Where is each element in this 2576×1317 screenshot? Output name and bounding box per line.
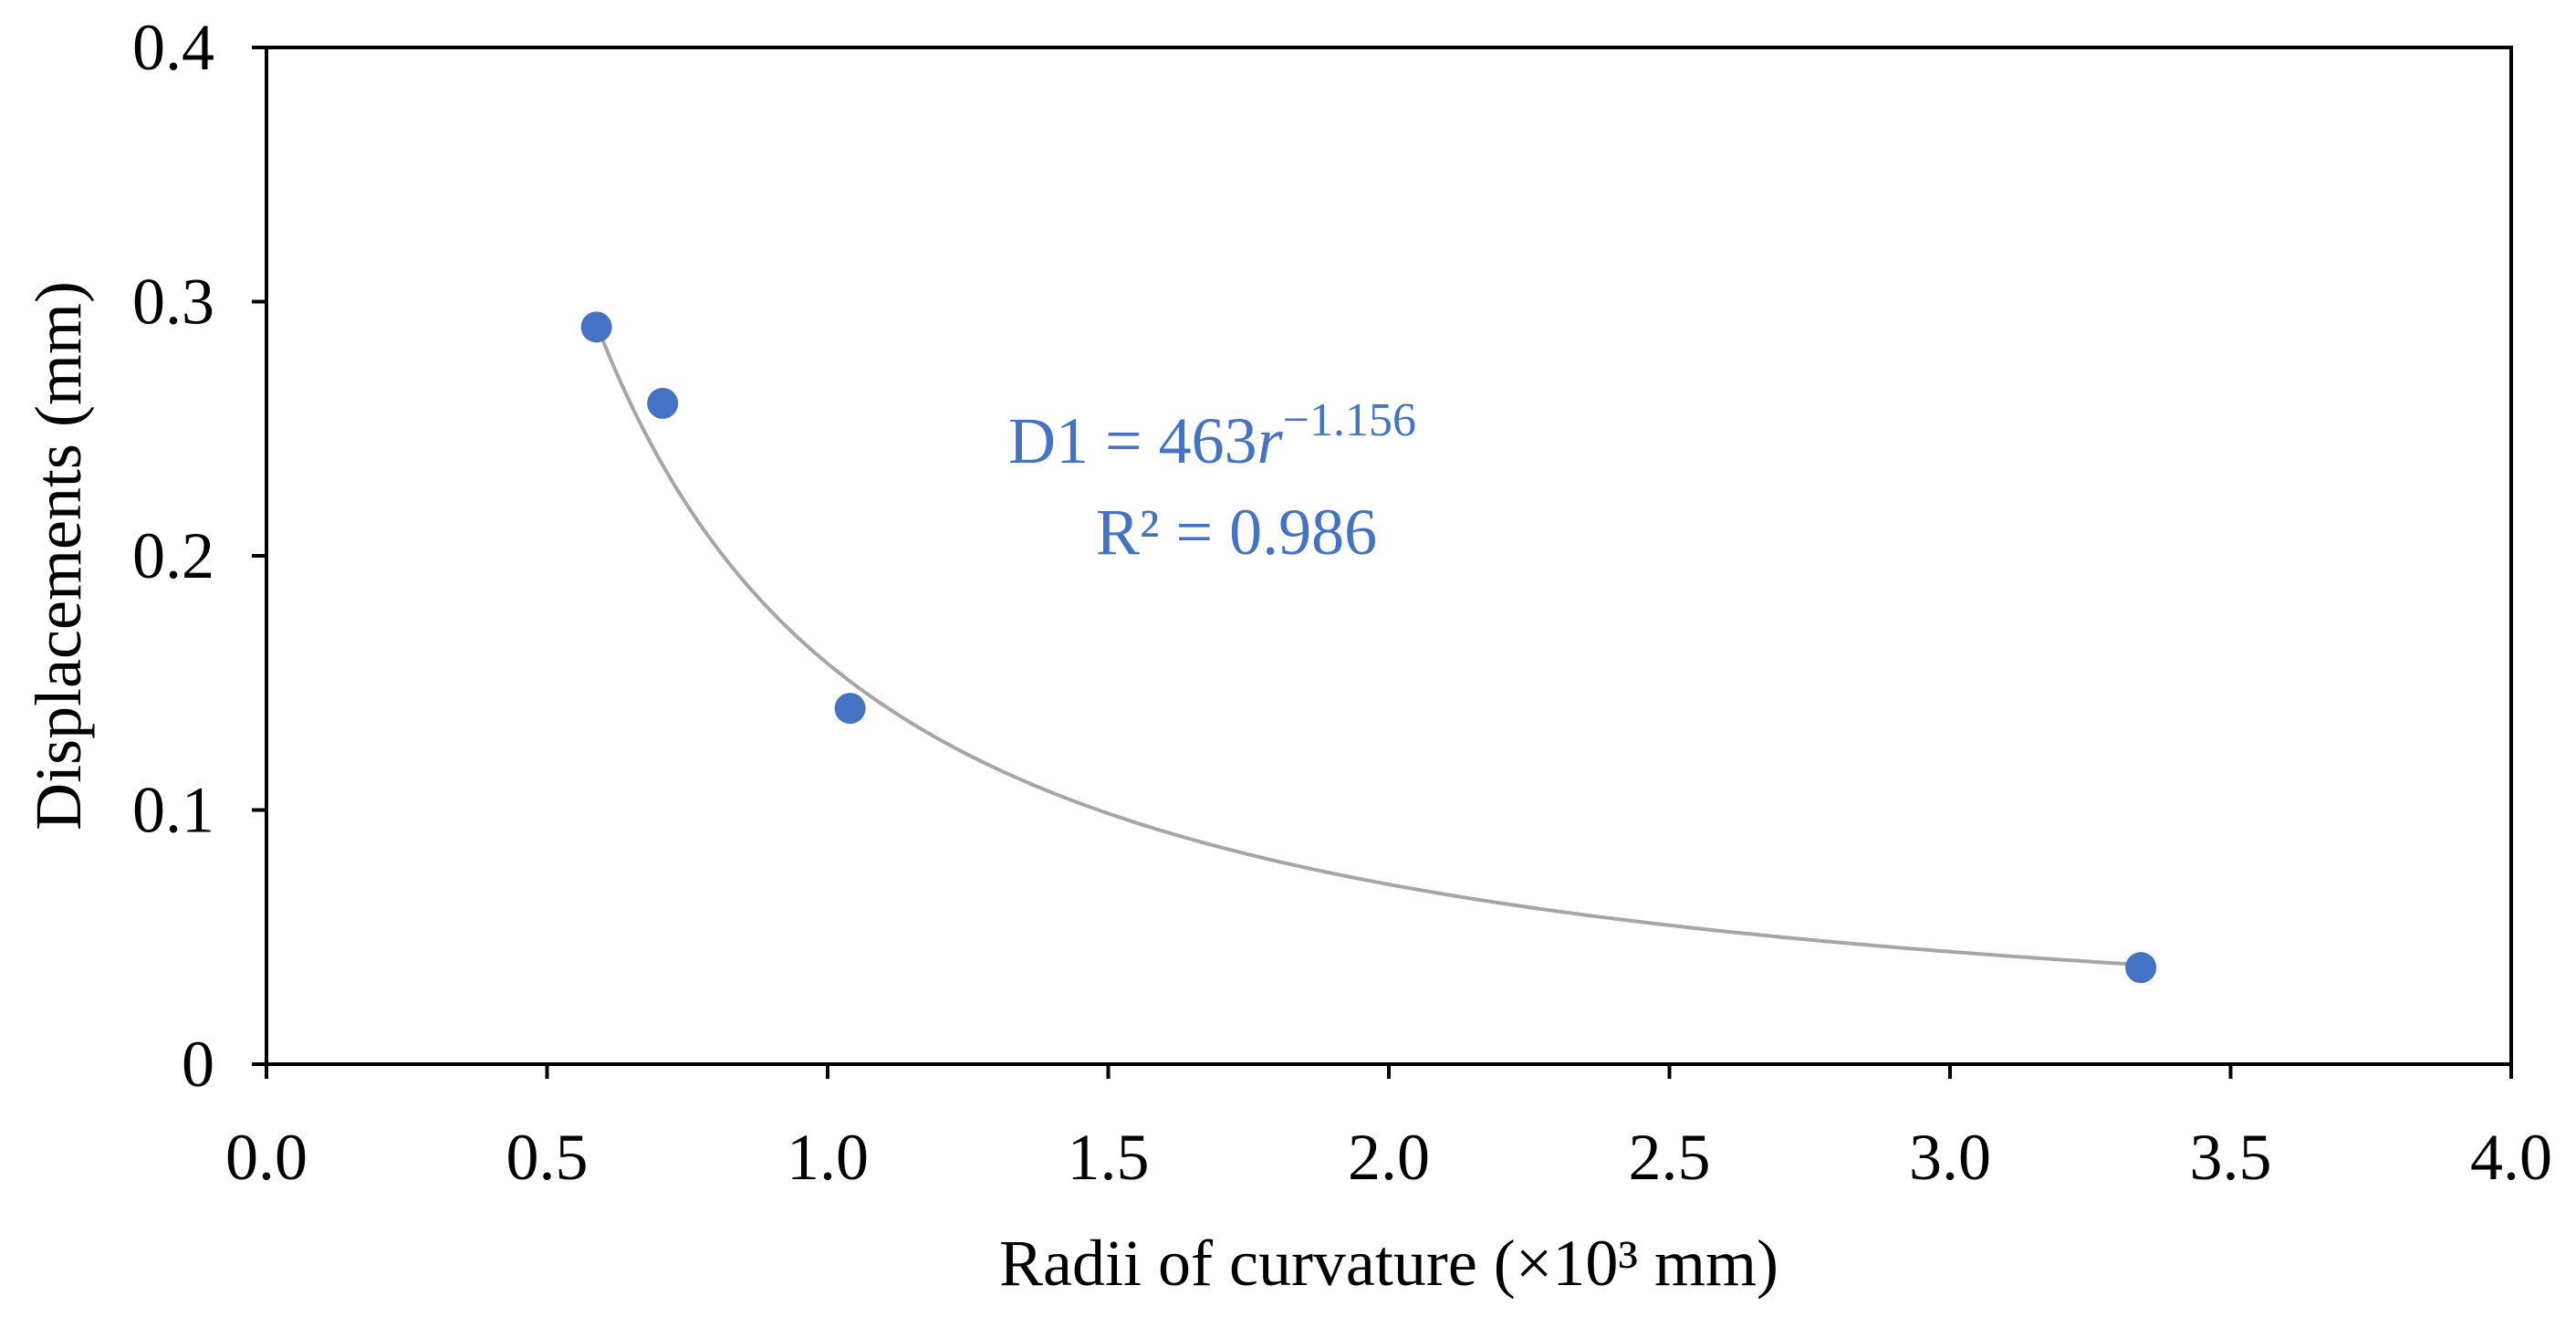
data-point bbox=[580, 311, 612, 343]
equation-variable: r bbox=[1257, 404, 1284, 477]
x-axis-ticks bbox=[265, 1064, 2513, 1079]
x-tick-label: 3.5 bbox=[2190, 1121, 2272, 1194]
y-tick-label: 0.4 bbox=[132, 11, 214, 84]
x-tick-label: 1.5 bbox=[1068, 1121, 1150, 1194]
y-axis-title: Displacements (mm) bbox=[22, 281, 95, 831]
y-tick-label: 0 bbox=[182, 1028, 214, 1101]
data-points bbox=[580, 311, 2157, 984]
data-point bbox=[834, 693, 866, 725]
r-squared-label: R² = 0.986 bbox=[1096, 496, 1377, 569]
y-tick-label: 0.1 bbox=[132, 774, 214, 847]
x-tick-label: 4.0 bbox=[2470, 1121, 2552, 1194]
equation-prefix: D1 = 463 bbox=[1008, 404, 1257, 477]
x-tick-label: 2.5 bbox=[1629, 1121, 1711, 1194]
trendline bbox=[594, 323, 2142, 967]
x-tick-label: 0.5 bbox=[506, 1121, 589, 1194]
x-tick-label: 3.0 bbox=[1909, 1121, 1991, 1194]
y-tick-label: 0.3 bbox=[132, 266, 214, 339]
equation-exponent: −1.156 bbox=[1283, 394, 1416, 446]
x-axis-tick-labels: 0.0 0.5 1.0 1.5 2.0 2.5 3.0 3.5 4.0 bbox=[225, 1121, 2552, 1194]
y-axis-tick-labels: 0 0.1 0.2 0.3 0.4 bbox=[132, 11, 214, 1101]
data-point bbox=[2125, 952, 2157, 984]
x-tick-label: 0.0 bbox=[225, 1121, 308, 1194]
x-tick-label: 2.0 bbox=[1348, 1121, 1430, 1194]
trendline-equation: D1 = 463r−1.156 bbox=[1008, 394, 1416, 477]
y-axis-ticks bbox=[252, 46, 266, 1066]
y-tick-label: 0.2 bbox=[132, 519, 214, 592]
x-tick-label: 1.0 bbox=[787, 1121, 869, 1194]
x-axis-title: Radii of curvature (×10³ mm) bbox=[999, 1227, 1778, 1300]
data-point bbox=[647, 387, 679, 419]
